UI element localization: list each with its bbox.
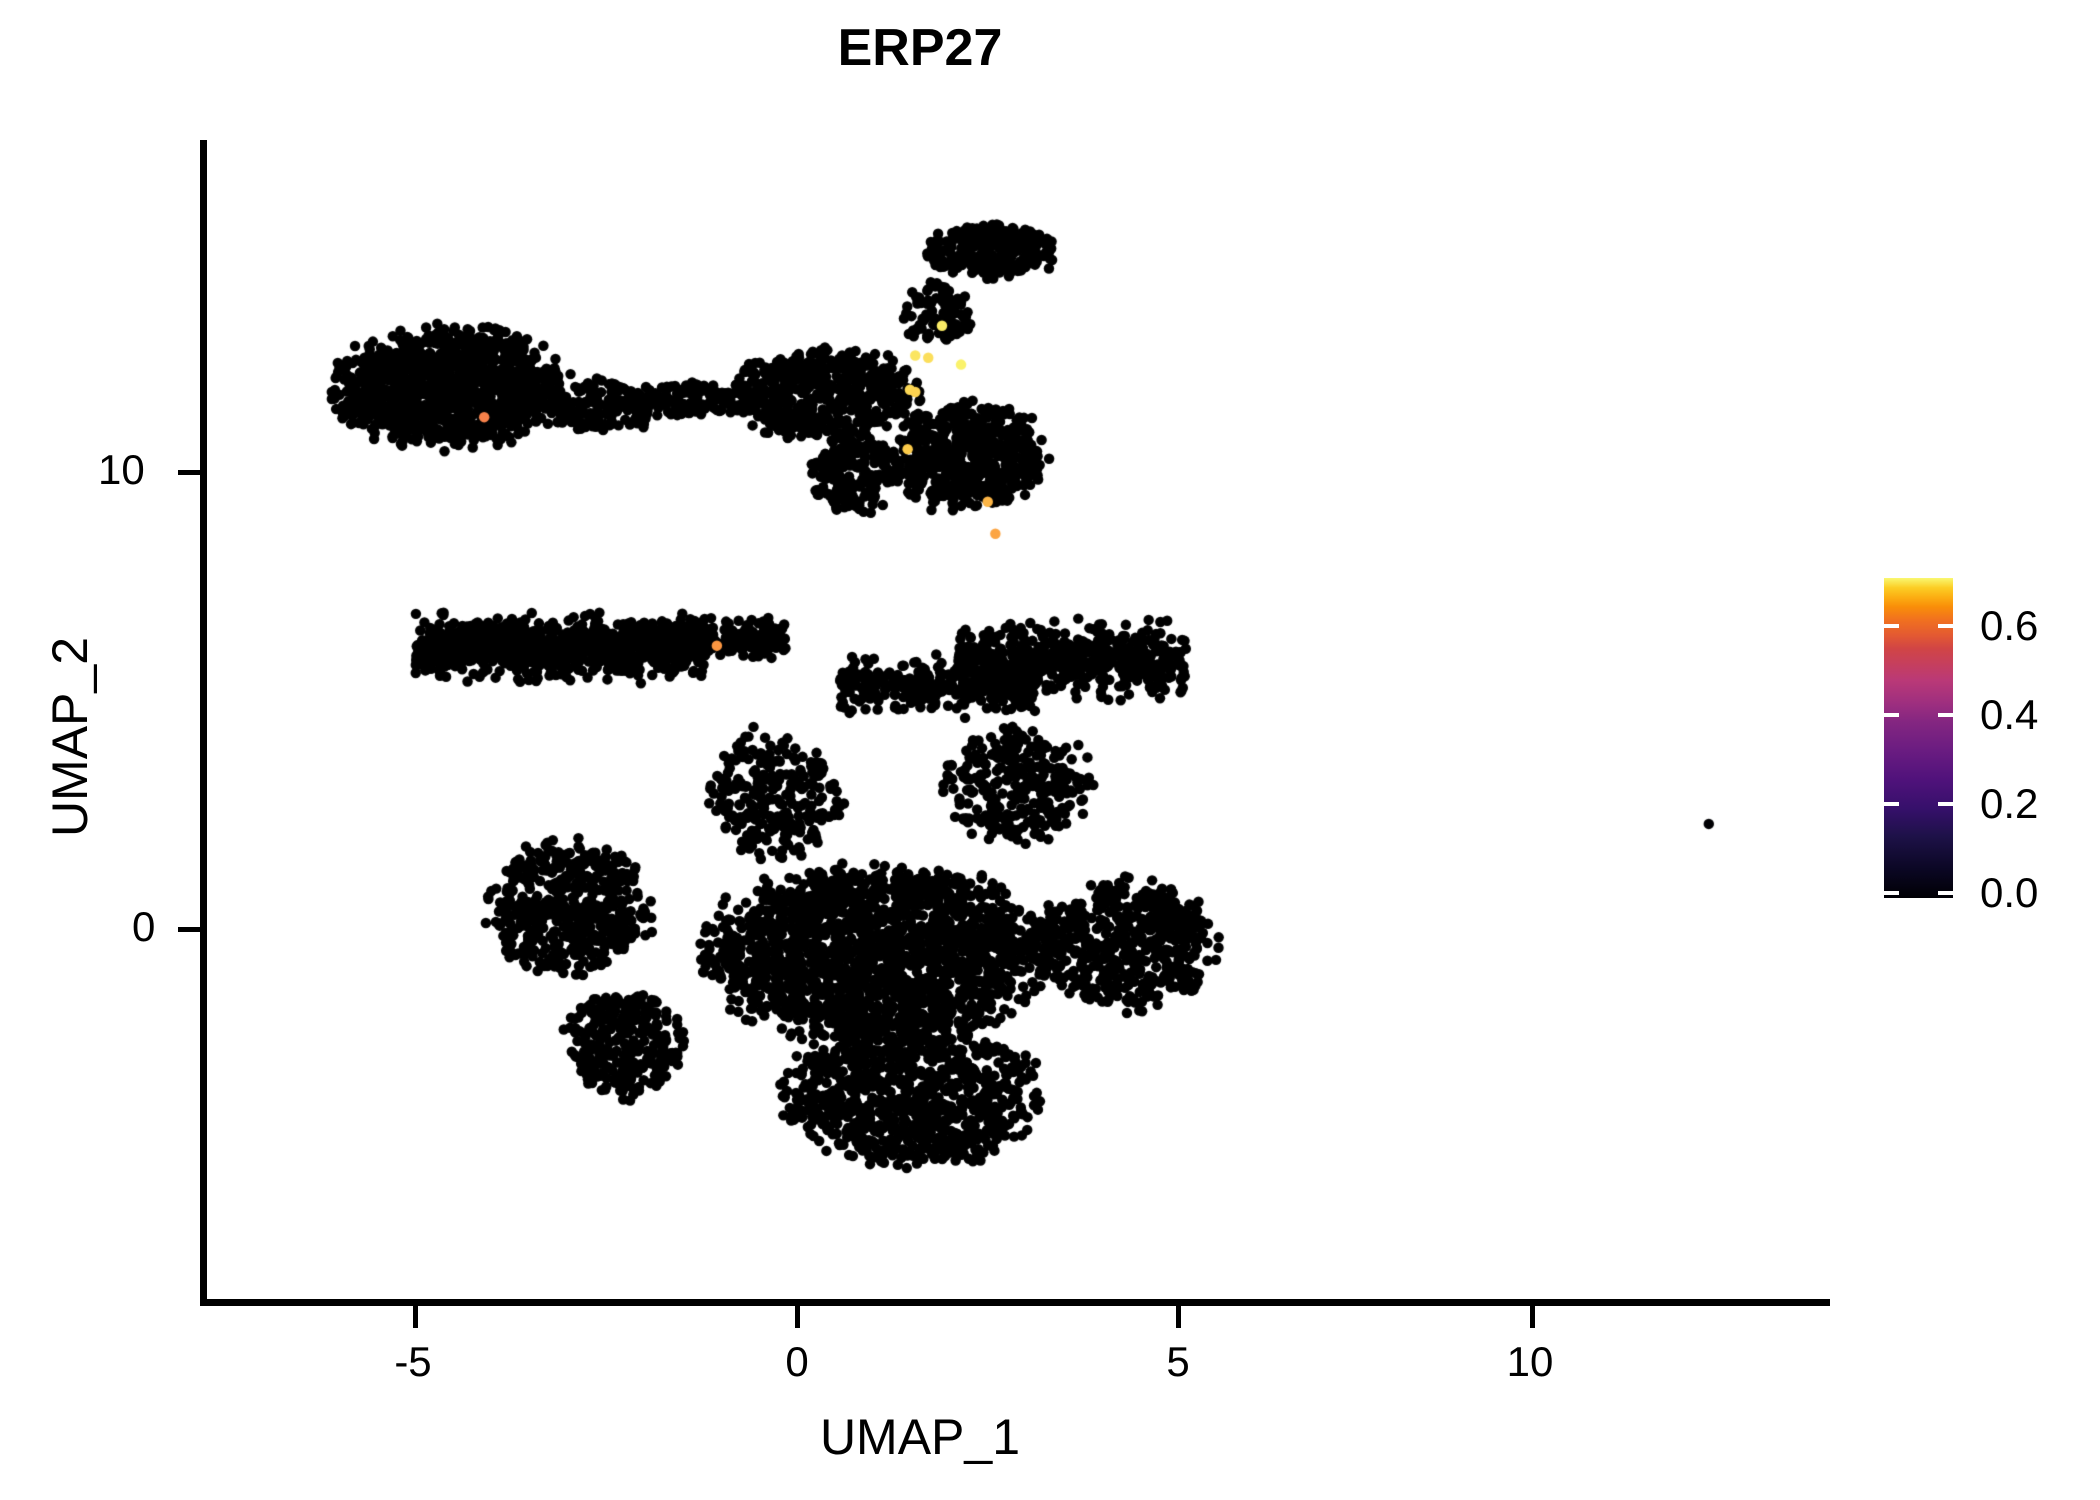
colorbar-gradient bbox=[1884, 578, 1953, 898]
colorbar-tick-04-right bbox=[1938, 713, 1953, 717]
colorbar-tick-06-right bbox=[1938, 624, 1953, 628]
colorbar-label-06: 0.6 bbox=[1980, 602, 2039, 649]
scatter-plot-canvas[interactable] bbox=[206, 140, 1830, 1303]
plot-panel[interactable] bbox=[206, 140, 1830, 1303]
colorbar-tick-02-right bbox=[1938, 802, 1953, 806]
x-tick-mark-10 bbox=[1530, 1306, 1535, 1328]
x-axis-line bbox=[200, 1299, 1830, 1306]
x-tick-label-0: 0 bbox=[785, 1338, 809, 1385]
x-tick-label-neg5: -5 bbox=[394, 1338, 432, 1385]
x-tick-mark-neg5 bbox=[413, 1306, 418, 1328]
y-tick-mark-10 bbox=[178, 470, 200, 475]
colorbar-tick-04-left bbox=[1884, 713, 1899, 717]
y-axis-line bbox=[200, 140, 207, 1306]
y-axis-title: UMAP_2 bbox=[42, 636, 98, 838]
colorbar-label-02: 0.2 bbox=[1980, 780, 2039, 827]
y-tick-mark-0 bbox=[178, 927, 200, 932]
colorbar-tick-00-left bbox=[1884, 891, 1899, 895]
colorbar-label-00: 0.0 bbox=[1980, 869, 2039, 916]
x-tick-mark-0 bbox=[795, 1306, 800, 1328]
page-title: ERP27 bbox=[837, 19, 1003, 77]
colorbar-legend[interactable]: 0.6 0.4 0.2 0.0 bbox=[1884, 578, 2084, 916]
colorbar-label-04: 0.4 bbox=[1980, 691, 2039, 738]
colorbar-tick-00-right bbox=[1938, 891, 1953, 895]
x-tick-mark-5 bbox=[1176, 1306, 1181, 1328]
x-tick-label-5: 5 bbox=[1166, 1338, 1190, 1385]
x-tick-label-10: 10 bbox=[1506, 1338, 1554, 1385]
colorbar-tick-06-left bbox=[1884, 624, 1899, 628]
colorbar-tick-02-left bbox=[1884, 802, 1899, 806]
x-axis-title: UMAP_1 bbox=[819, 1409, 1021, 1465]
